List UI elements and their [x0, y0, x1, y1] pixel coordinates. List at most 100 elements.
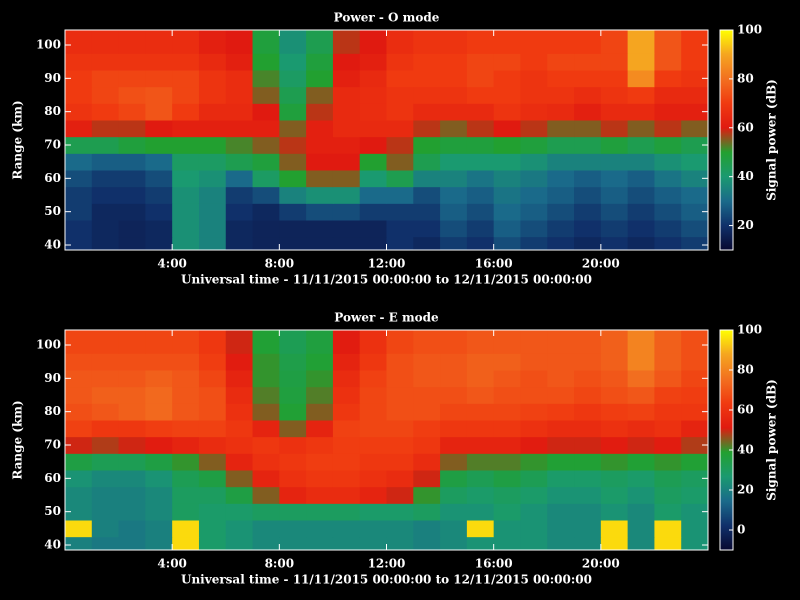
heatmap-cell [654, 370, 682, 388]
heatmap-cell [172, 330, 200, 354]
heatmap-cell [574, 70, 602, 88]
heatmap-cell [654, 153, 682, 171]
heatmap-cell [145, 353, 173, 371]
heatmap-cell [279, 30, 307, 54]
heatmap-cell [172, 170, 200, 188]
heatmap-cell [359, 370, 387, 388]
heatmap-cell [118, 86, 146, 104]
heatmap-cell [466, 436, 495, 454]
heatmap-cell [413, 503, 441, 521]
heatmap-cell [306, 236, 334, 250]
heatmap-cell [440, 386, 468, 404]
heatmap-cell [225, 536, 254, 550]
heatmap-cell [413, 70, 441, 88]
heatmap-cell [91, 153, 120, 171]
heatmap-cell [466, 353, 495, 371]
heatmap-cell [172, 153, 200, 171]
heatmap-cell [654, 420, 682, 438]
heatmap-cell [520, 453, 548, 471]
heatmap-cell [172, 236, 200, 250]
colorbar-tick-label: 40 [737, 443, 754, 457]
heatmap-cell [332, 486, 361, 504]
x-axis-label: Universal time - 11/11/2015 00:00:00 to … [181, 273, 592, 287]
heatmap-cell [359, 220, 387, 238]
heatmap-cell [413, 370, 441, 388]
heatmap-cell [547, 170, 575, 188]
heatmap-cell [627, 70, 655, 88]
heatmap-cell [145, 453, 173, 471]
heatmap-cell [654, 203, 682, 221]
heatmap-cell [493, 70, 521, 88]
heatmap-cell [91, 330, 120, 354]
heatmap-cell [520, 220, 548, 238]
heatmap-cell [466, 53, 495, 71]
heatmap-cell [466, 420, 495, 438]
heatmap-cell [440, 103, 468, 121]
heatmap-cell [386, 436, 414, 454]
x-tick-label: 20:00 [582, 257, 620, 271]
heatmap-cell [252, 86, 280, 104]
heatmap-cell [440, 420, 468, 438]
heatmap-cell [359, 86, 387, 104]
heatmap-cell [466, 120, 495, 138]
heatmap-cell [413, 170, 441, 188]
heatmap-cell [413, 436, 441, 454]
heatmap-cell [332, 170, 361, 188]
heatmap-cell [225, 330, 254, 354]
heatmap-cell [145, 53, 173, 71]
heatmap-cell [600, 153, 629, 171]
heatmap-cell [118, 330, 146, 354]
heatmap-cell [172, 470, 200, 488]
heatmap-cell [252, 203, 280, 221]
heatmap-cell [252, 170, 280, 188]
heatmap-cell [600, 70, 629, 88]
heatmap-cell [332, 186, 361, 204]
heatmap-cell [359, 186, 387, 204]
heatmap-cell [332, 436, 361, 454]
heatmap-cell [172, 120, 200, 138]
heatmap-cell [386, 153, 414, 171]
heatmap-cell [65, 53, 93, 71]
heatmap-cell [493, 536, 521, 550]
heatmap-cell [654, 536, 682, 550]
colorbar-tick-label: 20 [737, 218, 754, 232]
heatmap-cell [627, 520, 655, 538]
heatmap-cell [654, 403, 682, 421]
heatmap-cell [225, 236, 254, 250]
heatmap-cell [493, 420, 521, 438]
heatmap-cell [306, 186, 334, 204]
heatmap-cell [627, 330, 655, 354]
heatmap-cell [172, 86, 200, 104]
heatmap-cell [65, 86, 93, 104]
heatmap-cell [359, 470, 387, 488]
heatmap-cell [252, 353, 280, 371]
heatmap-cell [118, 153, 146, 171]
heatmap-cell [574, 353, 602, 371]
heatmap-cell [279, 203, 307, 221]
heatmap-cell [252, 136, 280, 154]
heatmap-cell [574, 503, 602, 521]
heatmap-cell [91, 136, 120, 154]
heatmap-cell [627, 120, 655, 138]
heatmap-cell [118, 520, 146, 538]
heatmap-cell [413, 353, 441, 371]
heatmap-cell [359, 70, 387, 88]
heatmap-cell [600, 503, 629, 521]
heatmap-cell [386, 136, 414, 154]
heatmap-cell [252, 153, 280, 171]
heatmap-cell [65, 403, 93, 421]
heatmap-cell [65, 470, 93, 488]
heatmap-cell [145, 370, 173, 388]
heatmap-cell [91, 486, 120, 504]
heatmap-cell [279, 86, 307, 104]
heatmap-cell [627, 470, 655, 488]
heatmap-cell [547, 520, 575, 538]
heatmap-cell [91, 220, 120, 238]
heatmap-cell [145, 486, 173, 504]
heatmap-cell [198, 453, 227, 471]
heatmap-cell [332, 203, 361, 221]
heatmap-cell [493, 370, 521, 388]
heatmap-cell [91, 453, 120, 471]
heatmap-cell [600, 86, 629, 104]
heatmap-cell [547, 53, 575, 71]
